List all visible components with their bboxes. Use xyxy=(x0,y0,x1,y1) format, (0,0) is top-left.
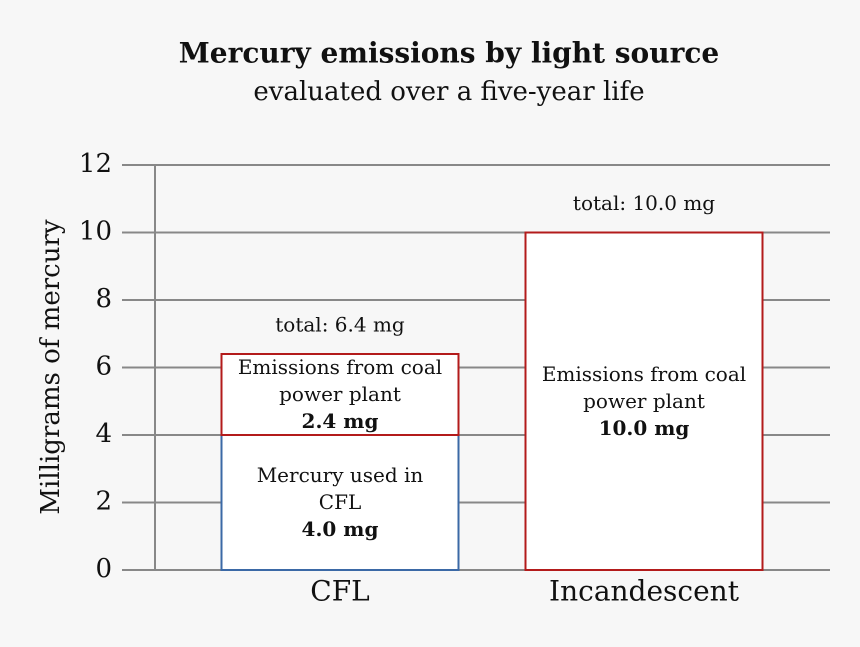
bar-segment xyxy=(220,353,460,436)
x-tick-label: Incandescent xyxy=(549,575,740,608)
series-name: Emissions from coal power plant xyxy=(541,361,747,413)
x-tick-label: CFL xyxy=(310,575,369,608)
value-label: 10.0 mg xyxy=(598,415,690,440)
y-tick-label: 4 xyxy=(95,419,112,449)
y-tick-label: 8 xyxy=(95,284,112,314)
chart-subtitle: evaluated over a five-year life xyxy=(253,77,644,107)
segment-label: Emissions from coal power plant 10.0 mg xyxy=(539,361,749,442)
value-label: 2.4 mg xyxy=(301,409,379,433)
segment-label: Emissions from coal power plant 2.4 mg xyxy=(235,354,445,435)
bar-segment xyxy=(524,231,764,571)
bar-segment xyxy=(220,434,460,571)
total-label: total: 10.0 mg xyxy=(573,191,715,215)
segment-label: Mercury used in CFL 4.0 mg xyxy=(235,462,445,543)
total-label: total: 6.4 mg xyxy=(275,313,405,337)
series-name: Emissions from coal power plant xyxy=(237,355,443,406)
y-tick-label: 12 xyxy=(79,149,112,179)
chart-title: Mercury emissions by light source xyxy=(179,37,719,70)
y-tick-label: 0 xyxy=(95,554,112,584)
series-name: Mercury used in CFL xyxy=(256,463,424,514)
y-tick-label: 6 xyxy=(95,352,112,382)
y-tick-label: 2 xyxy=(95,487,112,517)
y-axis-label: Milligrams of mercury xyxy=(36,219,66,514)
y-tick-label: 10 xyxy=(79,217,112,247)
value-label: 4.0 mg xyxy=(301,517,379,541)
